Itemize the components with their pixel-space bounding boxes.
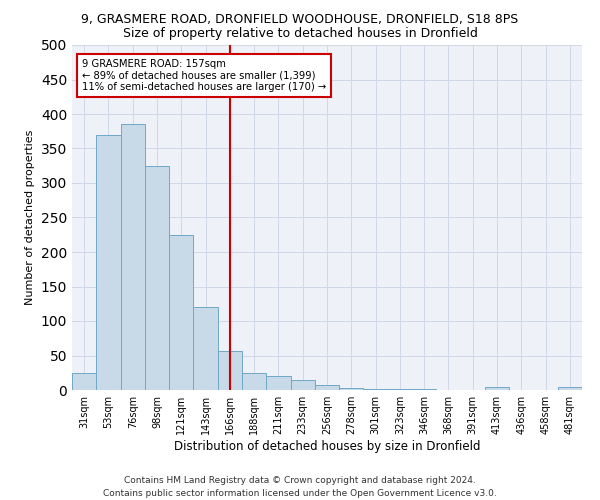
Bar (145, 166, 169, 390)
Bar (121, 124, 145, 390)
Bar (558, 387, 582, 390)
Bar (485, 387, 509, 390)
Bar (315, 385, 339, 390)
Bar (339, 388, 364, 390)
Text: Size of property relative to detached houses in Dronfield: Size of property relative to detached ho… (122, 28, 478, 40)
Bar (266, 376, 290, 390)
Bar (364, 388, 388, 390)
Bar (169, 235, 193, 390)
Text: Contains HM Land Registry data © Crown copyright and database right 2024.
Contai: Contains HM Land Registry data © Crown c… (103, 476, 497, 498)
Bar (193, 307, 218, 390)
Y-axis label: Number of detached properties: Number of detached properties (25, 130, 35, 305)
Bar (96, 134, 121, 390)
Text: 9, GRASMERE ROAD, DRONFIELD WOODHOUSE, DRONFIELD, S18 8PS: 9, GRASMERE ROAD, DRONFIELD WOODHOUSE, D… (82, 12, 518, 26)
Bar (290, 380, 315, 390)
X-axis label: Distribution of detached houses by size in Dronfield: Distribution of detached houses by size … (174, 440, 480, 453)
Bar (218, 350, 242, 390)
Text: 9 GRASMERE ROAD: 157sqm
← 89% of detached houses are smaller (1,399)
11% of semi: 9 GRASMERE ROAD: 157sqm ← 89% of detache… (82, 59, 326, 92)
Bar (72, 373, 96, 390)
Bar (242, 373, 266, 390)
